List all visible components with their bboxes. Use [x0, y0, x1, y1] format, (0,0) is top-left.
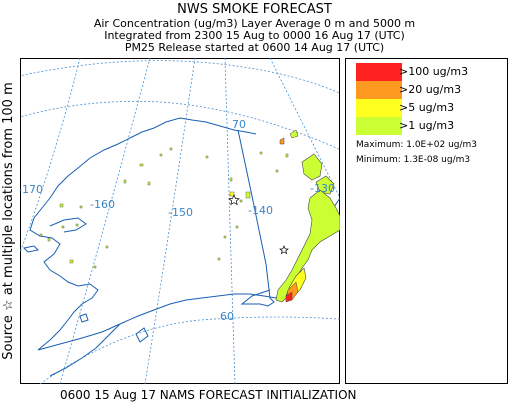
- legend-item-20: >20 ug/m3: [356, 81, 496, 99]
- source-star-interior: [228, 194, 240, 206]
- latitude-70-line: [20, 100, 340, 150]
- legend-label-1: >1 ug/m3: [399, 119, 455, 132]
- legend-label-20: >20 ug/m3: [399, 83, 462, 96]
- legend-item-5: >5 ug/m3: [356, 99, 496, 117]
- longitude-150-line: [144, 58, 196, 384]
- kodiak-island: [135, 327, 149, 343]
- source-side-label: Source ☆ at multiple locations from 100 …: [1, 82, 16, 360]
- source-markers: [228, 194, 289, 255]
- integration-period: Integrated from 2300 15 Aug to 0000 16 A…: [104, 29, 405, 42]
- legend-swatch-yellow: [356, 99, 402, 117]
- source-star-yukon: [279, 245, 289, 255]
- legend-label-5: >5 ug/m3: [399, 101, 455, 114]
- smoke-map: 70 60 -170 -160 -150 -140 -130: [20, 58, 340, 384]
- longitude-140-line: [224, 58, 236, 384]
- alaska-canada-border: [237, 129, 275, 307]
- grid-label-lon150: -150: [168, 206, 193, 219]
- st-lawrence-island: [22, 245, 40, 253]
- grid-label-lon140: -140: [248, 204, 273, 217]
- longitude-160-line: [59, 58, 151, 384]
- longitude-130-line: [269, 58, 340, 199]
- forecast-initialization: 0600 15 Aug 17 NAMS FORECAST INITIALIZAT…: [60, 388, 357, 402]
- legend-item-1: >1 ug/m3: [356, 117, 496, 135]
- legend-swatch-orange: [356, 81, 402, 99]
- legend-item-100: >100 ug/m3: [356, 63, 496, 81]
- grid-label-lon130: -130: [310, 182, 335, 195]
- legend-panel: >100 ug/m3 >20 ug/m3 >5 ug/m3 >1 ug/m3 M…: [345, 58, 508, 384]
- grid-label-lon160: -160: [90, 198, 115, 211]
- map-frame: [20, 58, 340, 384]
- legend-swatch-green: [356, 117, 402, 135]
- legend-swatch-red: [356, 63, 402, 81]
- smoke-plume-canada: [275, 129, 340, 303]
- forecast-title: NWS SMOKE FORECAST: [177, 2, 332, 17]
- minimum-value: Minimum: 1.3E-08 ug/m3: [356, 155, 471, 165]
- legend-label-100: >100 ug/m3: [399, 65, 469, 78]
- west-coast: [29, 197, 99, 351]
- alaska-peninsula: [49, 323, 121, 377]
- grid-label-lat70: 70: [232, 118, 246, 131]
- latitude-upper-line: [20, 60, 340, 94]
- maximum-value: Maximum: 1.0E+02 ug/m3: [356, 140, 478, 150]
- release-start: PM25 Release started at 0600 14 Aug 17 (…: [124, 41, 385, 54]
- concentration-description: Air Concentration (ug/m3) Layer Average …: [93, 17, 416, 30]
- seward-peninsula: [49, 217, 87, 233]
- north-coast: [49, 117, 257, 199]
- smoke-cells-scattered: [39, 147, 289, 269]
- grid-label-lat60: 60: [220, 310, 234, 323]
- islands-southwest: [79, 313, 89, 323]
- graticule: [20, 58, 340, 384]
- grid-label-lon170: -170: [20, 183, 43, 196]
